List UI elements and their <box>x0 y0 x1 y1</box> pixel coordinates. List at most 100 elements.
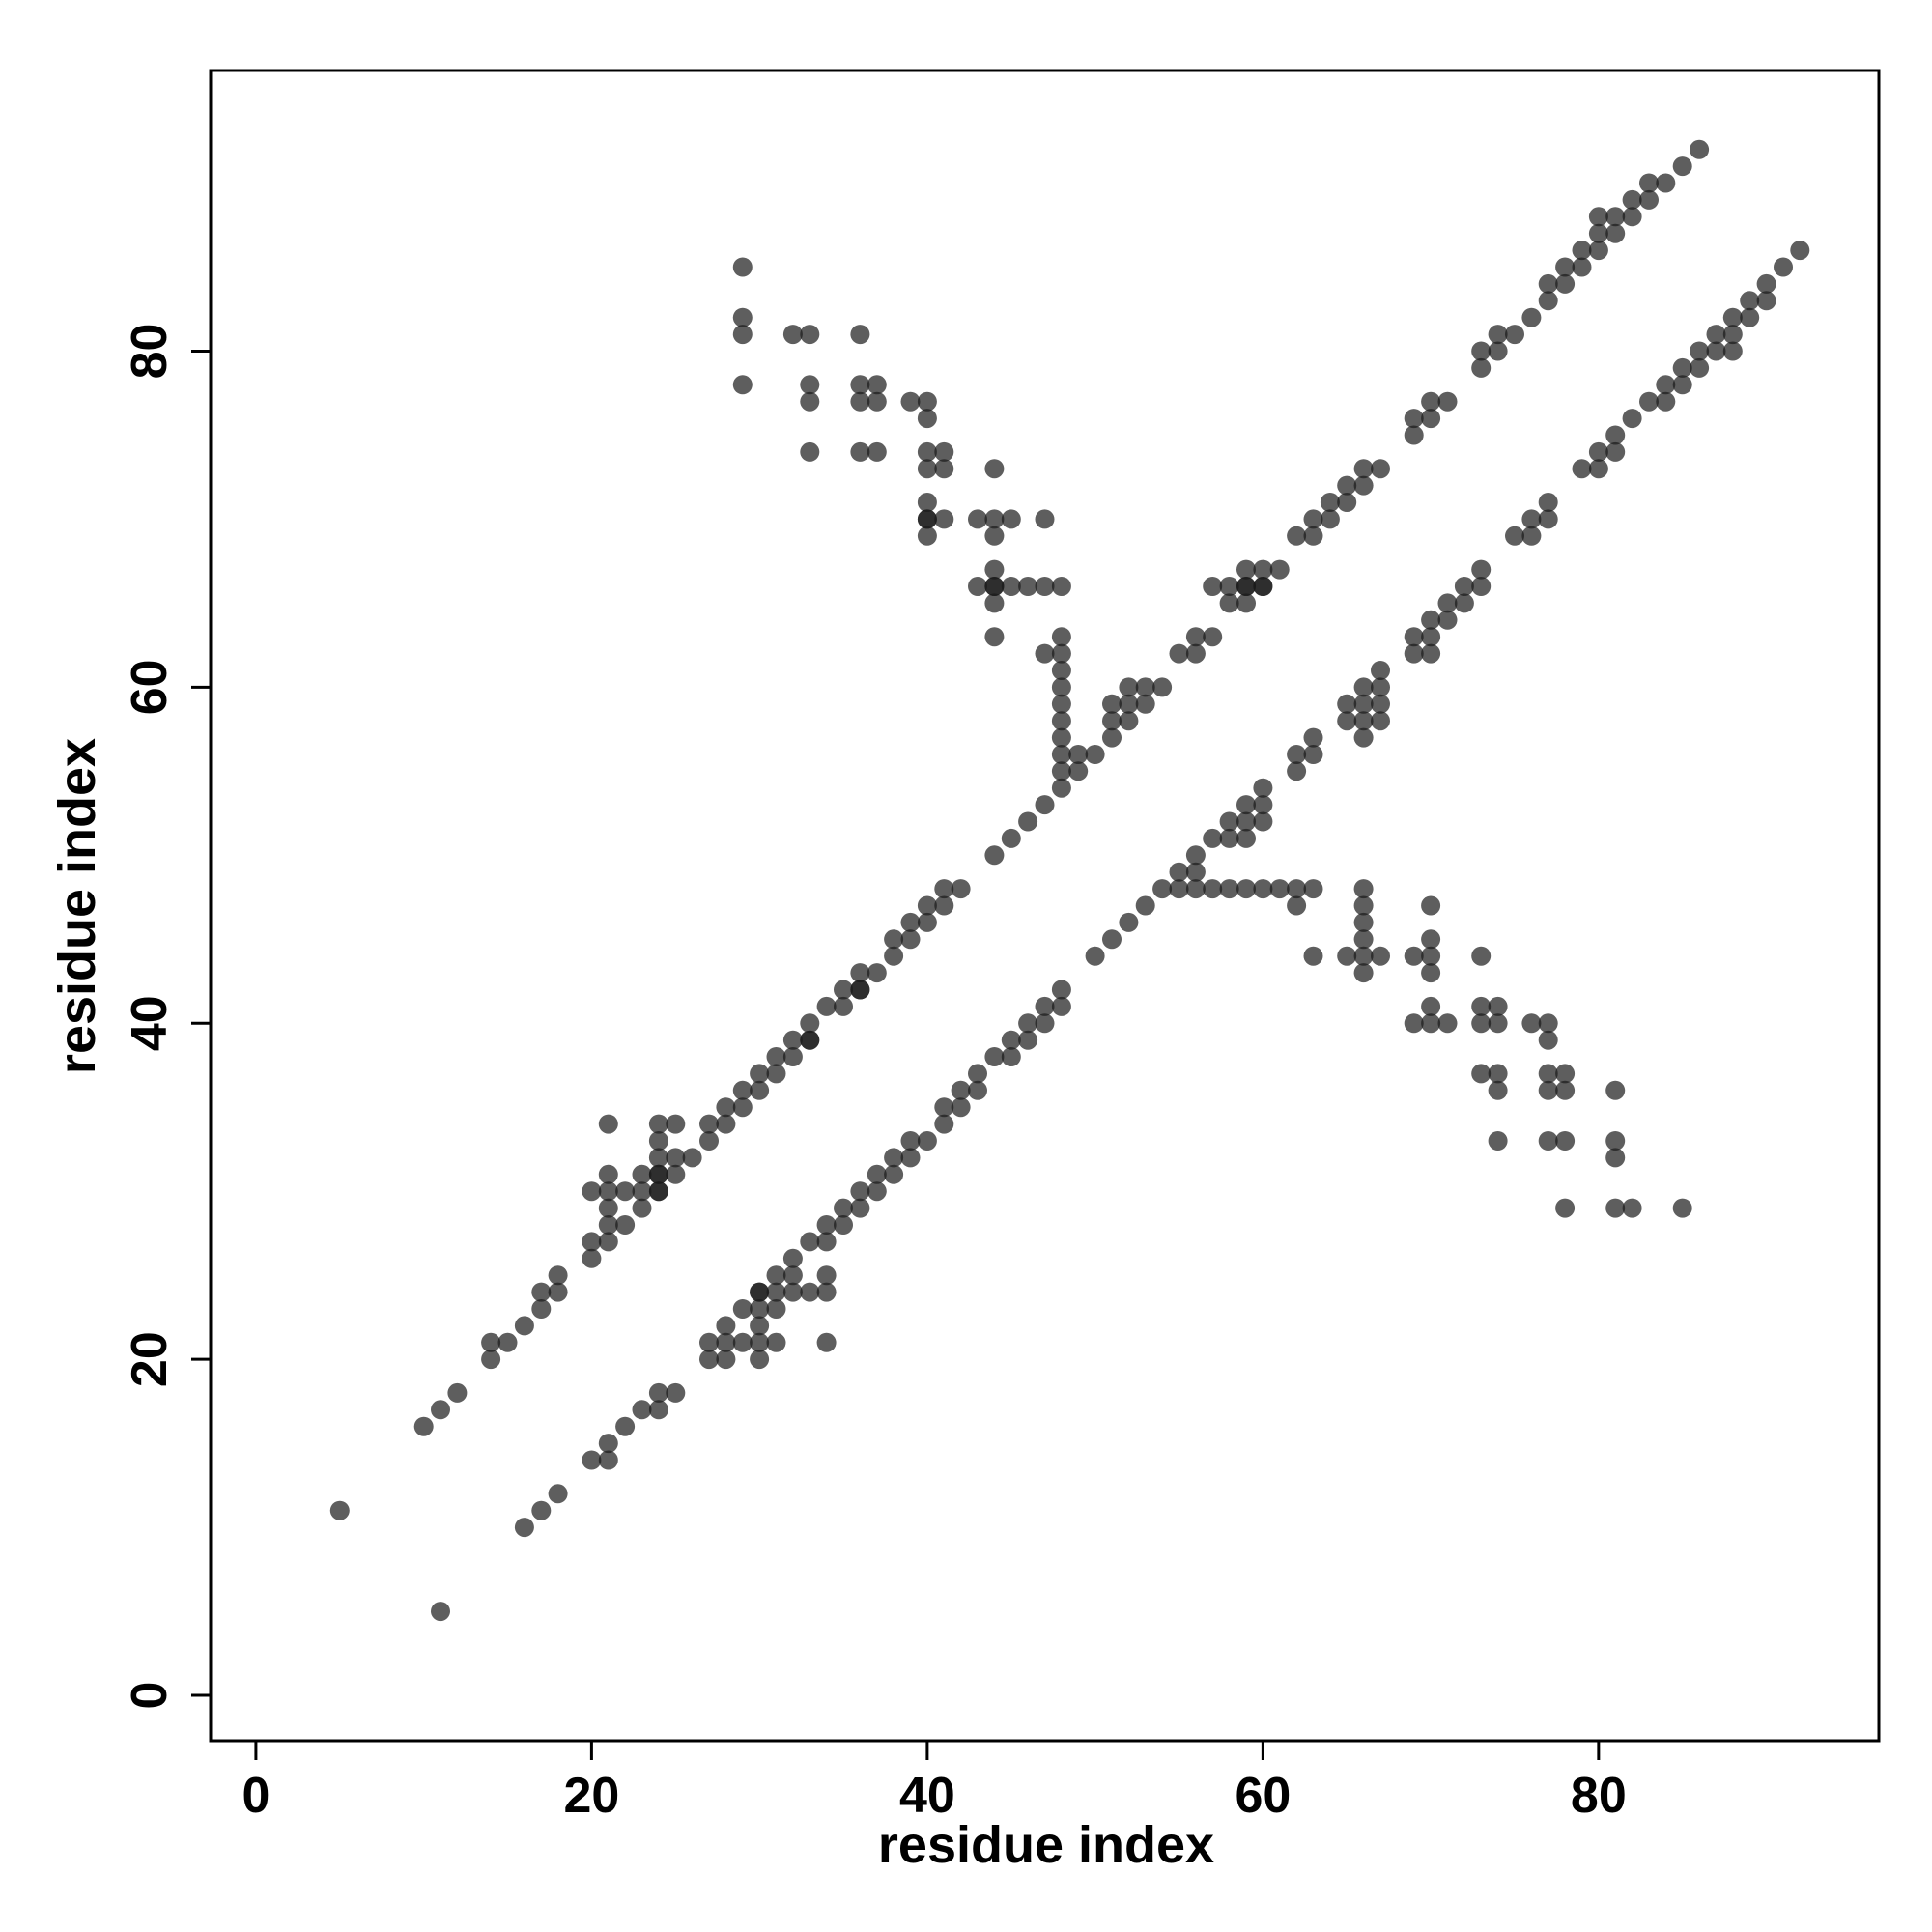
data-point <box>598 1434 618 1454</box>
data-point <box>1488 1064 1508 1084</box>
data-point <box>1236 879 1256 899</box>
data-point <box>782 325 803 345</box>
data-point <box>615 1416 636 1436</box>
data-point <box>632 1400 652 1420</box>
data-point <box>1471 1064 1492 1084</box>
data-point <box>800 375 820 395</box>
data-point <box>1555 1198 1576 1218</box>
data-point <box>1404 946 1424 966</box>
data-point <box>699 1114 719 1134</box>
data-point <box>1622 189 1642 210</box>
y-axis: 0 20 40 60 80 <box>122 324 213 1709</box>
data-point <box>1672 1198 1692 1218</box>
data-point <box>1236 811 1256 832</box>
data-point <box>666 1382 686 1403</box>
data-point <box>1219 593 1239 613</box>
data-point <box>1690 357 1710 378</box>
data-point <box>1437 593 1458 613</box>
data-point <box>1353 946 1374 966</box>
data-point <box>1521 307 1542 327</box>
data-point <box>850 441 870 462</box>
data-point <box>1690 139 1710 159</box>
data-point <box>1001 577 1021 596</box>
data-point <box>1538 1064 1558 1084</box>
data-point <box>1488 996 1508 1016</box>
data-point <box>732 1332 753 1352</box>
data-point <box>1572 257 1592 277</box>
data-point <box>1421 996 1441 1016</box>
data-point <box>1102 727 1122 748</box>
data-point <box>1353 963 1374 983</box>
data-point <box>900 912 921 932</box>
data-point <box>598 1114 618 1134</box>
data-point <box>1169 862 1189 882</box>
data-point <box>1421 627 1441 647</box>
data-point <box>1488 1013 1508 1034</box>
data-point <box>1505 526 1524 546</box>
data-point <box>1303 946 1323 966</box>
data-point <box>1253 778 1273 798</box>
data-point <box>666 1148 686 1168</box>
data-point <box>648 1148 668 1168</box>
data-point <box>648 1382 668 1403</box>
data-point <box>934 879 954 899</box>
data-point <box>934 509 954 529</box>
data-point <box>1185 627 1206 647</box>
data-point <box>766 1047 786 1066</box>
data-point <box>1722 307 1743 327</box>
data-point <box>750 1350 770 1370</box>
data-point <box>917 509 937 529</box>
data-point <box>1135 694 1155 714</box>
data-point <box>1203 828 1223 848</box>
data-point <box>1051 711 1071 731</box>
data-point <box>1622 207 1642 227</box>
data-point <box>615 1181 636 1202</box>
data-point <box>1051 996 1071 1016</box>
x-axis: 0 20 40 60 80 <box>242 1739 1627 1824</box>
data-point <box>732 1097 753 1118</box>
data-point <box>1538 1080 1558 1100</box>
data-point <box>1119 694 1139 714</box>
data-point <box>1672 156 1692 177</box>
data-point <box>934 1097 954 1118</box>
data-point <box>884 946 904 966</box>
data-point <box>1605 1080 1626 1100</box>
data-point <box>1303 509 1323 529</box>
data-point <box>1051 627 1071 647</box>
data-point <box>632 1164 652 1184</box>
data-point <box>1018 1030 1038 1050</box>
data-point <box>1353 459 1374 479</box>
data-point <box>1102 694 1122 714</box>
data-point <box>447 1382 468 1403</box>
data-point <box>582 1248 602 1268</box>
data-point <box>1471 577 1492 596</box>
data-point <box>1287 879 1307 899</box>
data-point <box>1320 493 1340 512</box>
data-point <box>531 1282 552 1302</box>
data-point <box>1353 727 1374 748</box>
data-point <box>413 1416 434 1436</box>
data-point <box>1521 509 1542 529</box>
data-point <box>1018 1013 1038 1034</box>
data-point <box>1605 441 1626 462</box>
data-point <box>884 929 904 950</box>
data-point <box>598 1198 618 1218</box>
data-point <box>598 1232 618 1252</box>
data-point <box>816 1232 837 1252</box>
data-point <box>1051 727 1071 748</box>
data-point <box>732 1299 753 1319</box>
data-point <box>1454 593 1474 613</box>
data-point <box>716 1316 736 1336</box>
points-layer <box>329 139 1810 1622</box>
data-point <box>917 459 937 479</box>
data-point <box>984 509 1005 529</box>
data-point <box>750 1064 770 1084</box>
data-point <box>648 1131 668 1151</box>
data-point <box>1203 879 1223 899</box>
data-point <box>1437 1013 1458 1034</box>
data-point <box>582 1181 602 1202</box>
x-tick-label: 60 <box>1235 1768 1291 1824</box>
x-axis-title: residue index <box>878 1816 1214 1874</box>
data-point <box>1572 459 1592 479</box>
data-point <box>1001 1030 1021 1050</box>
